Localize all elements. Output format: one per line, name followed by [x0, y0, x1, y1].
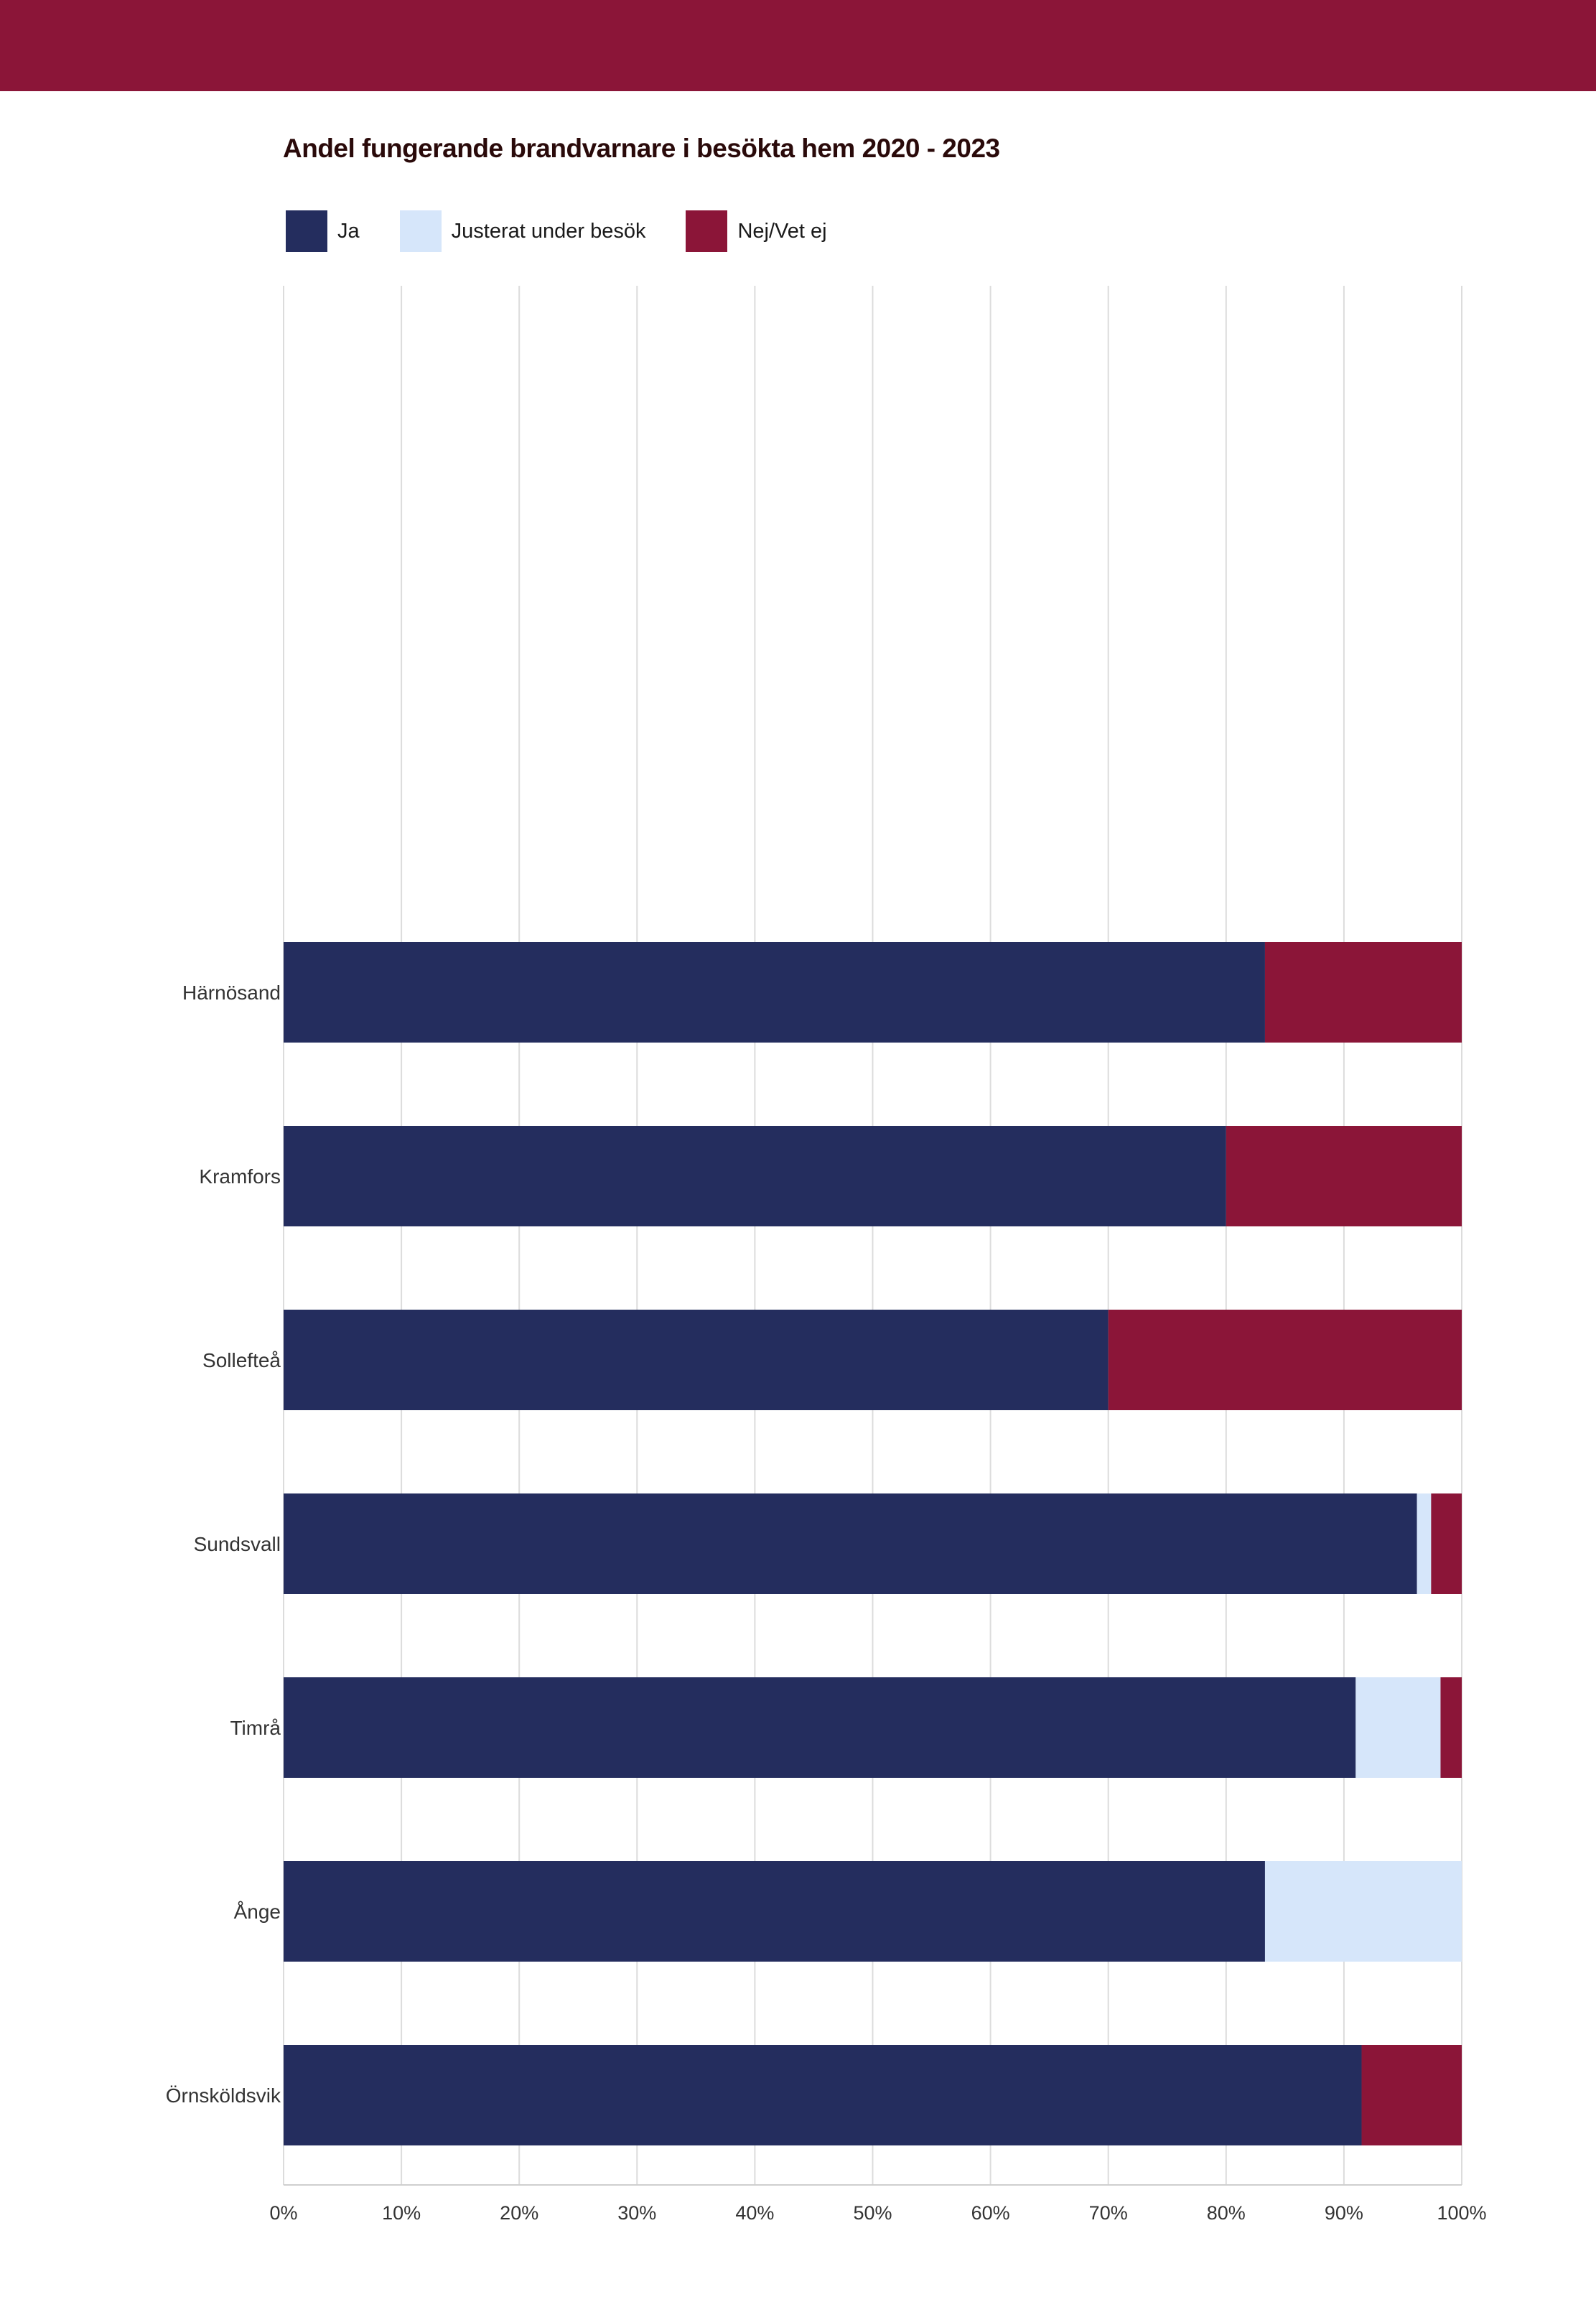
x-tick-label: 0% — [269, 2202, 297, 2224]
legend-label-ja: Ja — [337, 219, 360, 243]
x-tick-label: 100% — [1437, 2202, 1486, 2224]
legend: Ja Justerat under besök Nej/Vet ej — [286, 210, 867, 253]
bar-segment-ja — [284, 1677, 1356, 1778]
bar-segment-nej — [1440, 1677, 1462, 1778]
category-label: Härnösand — [182, 982, 281, 1004]
category-label: Ånge — [234, 1901, 281, 1923]
legend-item-nej: Nej/Vet ej — [686, 210, 827, 252]
x-tick-label: 50% — [853, 2202, 892, 2224]
x-tick-label: 10% — [382, 2202, 421, 2224]
category-label: Timrå — [230, 1717, 281, 1739]
bar-segment-justerat — [1264, 1861, 1462, 1962]
bar-segment-justerat — [1355, 1677, 1441, 1778]
legend-swatch-ja — [286, 210, 327, 252]
x-tick-label: 40% — [735, 2202, 774, 2224]
legend-item-ja: Ja — [286, 210, 360, 252]
x-tick-label: 60% — [971, 2202, 1010, 2224]
bar-segment-justerat — [1417, 1493, 1432, 1594]
bar-segment-ja — [284, 1493, 1417, 1594]
bar-segment-ja — [284, 942, 1265, 1043]
bar-segment-nej — [1264, 942, 1462, 1043]
x-tick-label: 30% — [617, 2202, 656, 2224]
bar-segment-nej — [1361, 2045, 1462, 2145]
category-label: Sundsvall — [194, 1533, 281, 1555]
x-tick-label: 20% — [500, 2202, 538, 2224]
legend-item-justerat: Justerat under besök — [399, 210, 646, 252]
legend-label-justerat: Justerat under besök — [451, 219, 646, 243]
x-tick-label: 90% — [1325, 2202, 1363, 2224]
bar-segment-nej — [1226, 1126, 1462, 1226]
x-tick-label: 70% — [1089, 2202, 1128, 2224]
chart-title: Andel fungerande brandvarnare i besökta … — [283, 134, 1000, 163]
bar-segment-ja — [284, 1126, 1226, 1226]
category-label: Örnsköldsvik — [166, 2084, 281, 2107]
legend-swatch-justerat — [399, 210, 442, 252]
bar-segment-nej — [1431, 1493, 1462, 1594]
legend-swatch-nej — [686, 210, 728, 252]
bar-segment-ja — [284, 1861, 1265, 1962]
bar-segment-nej — [1108, 1310, 1462, 1410]
x-tick-label: 80% — [1207, 2202, 1246, 2224]
legend-label-nej: Nej/Vet ej — [737, 219, 827, 243]
header-band — [0, 0, 1596, 91]
bar-segment-ja — [284, 1310, 1109, 1410]
category-label: Sollefteå — [202, 1349, 281, 1371]
category-label: Kramfors — [199, 1165, 281, 1188]
bar-segment-ja — [284, 2045, 1362, 2145]
